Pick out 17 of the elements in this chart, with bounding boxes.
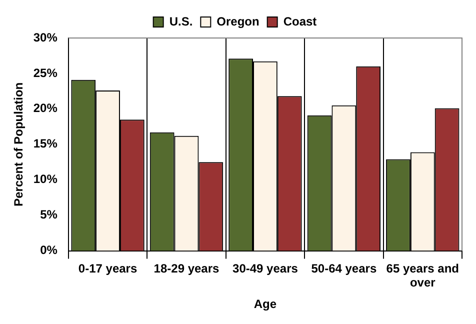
- x-axis-title: Age: [254, 297, 277, 312]
- y-tick-label: 20%: [33, 101, 58, 116]
- y-tick-label: 30%: [33, 30, 58, 44]
- x-tick-label: 30-49 years: [232, 261, 298, 276]
- legend-label: Oregon: [216, 14, 260, 28]
- x-tick-label: 0-17 years: [78, 261, 138, 276]
- x-tick-label: 18-29 years: [154, 261, 220, 276]
- y-tick-label: 5%: [40, 208, 58, 222]
- y-axis-title: Percent of Population: [12, 82, 26, 206]
- x-tick-label: 65 years and over: [386, 261, 459, 290]
- x-tick-label: 50-64 years: [311, 261, 377, 276]
- y-tick-label: 15%: [33, 136, 58, 151]
- y-tick-label: 25%: [33, 66, 58, 80]
- legend-label: Coast: [283, 14, 317, 28]
- legend-label: U.S.: [169, 14, 193, 28]
- y-tick-label: 10%: [33, 172, 58, 186]
- y-tick-label: 0%: [40, 243, 58, 258]
